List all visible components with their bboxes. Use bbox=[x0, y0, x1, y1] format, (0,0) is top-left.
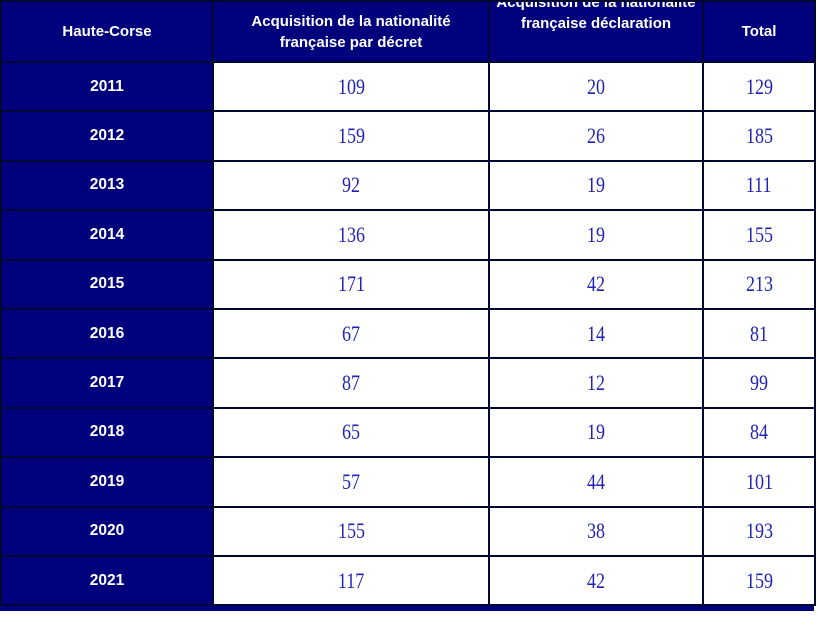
value-cell-total: 193 bbox=[702, 505, 816, 557]
value-cell-declaration: 14 bbox=[488, 307, 704, 360]
value-text: 159 bbox=[337, 123, 365, 149]
value-cell-total: 111 bbox=[702, 159, 816, 212]
value-text: 136 bbox=[337, 221, 365, 247]
value-cell-declaration: 44 bbox=[488, 456, 704, 508]
value-text: 111 bbox=[746, 172, 772, 198]
value-cell-decret: 109 bbox=[212, 60, 490, 113]
value-cell-declaration: 19 bbox=[488, 159, 704, 212]
value-text: 185 bbox=[745, 123, 773, 149]
value-cell-declaration: 38 bbox=[488, 505, 704, 557]
value-cell-declaration: 42 bbox=[488, 258, 704, 310]
value-text: 155 bbox=[745, 221, 773, 247]
table-row-2019: 2019 57 44 101 bbox=[0, 456, 816, 508]
value-cell-decret: 117 bbox=[212, 554, 490, 607]
value-text: 81 bbox=[749, 320, 769, 346]
value-text: 42 bbox=[586, 271, 606, 297]
value-cell-decret: 67 bbox=[212, 307, 490, 360]
value-cell-decret: 136 bbox=[212, 209, 490, 261]
value-text: 92 bbox=[341, 172, 361, 198]
table-row-2021: 2021 117 42 159 bbox=[0, 554, 816, 607]
value-text: 44 bbox=[586, 468, 606, 494]
column-header-total-label: Total bbox=[741, 23, 777, 40]
table-header-row: Haute-Corse Acquisition de la nationalit… bbox=[0, 0, 816, 63]
value-cell-declaration: 26 bbox=[488, 110, 704, 162]
value-cell-declaration: 19 bbox=[488, 209, 704, 261]
table-row-2014: 2014 136 19 155 bbox=[0, 209, 816, 261]
year-cell: 2021 bbox=[0, 554, 214, 607]
value-cell-decret: 57 bbox=[212, 456, 490, 508]
year-cell: 2016 bbox=[0, 307, 214, 360]
year-cell: 2019 bbox=[0, 456, 214, 508]
value-text: 38 bbox=[586, 518, 606, 544]
column-header-total: Total bbox=[702, 0, 816, 63]
table-row-2013: 2013 92 19 111 bbox=[0, 159, 816, 212]
value-cell-declaration: 12 bbox=[488, 357, 704, 409]
year-cell: 2011 bbox=[0, 60, 214, 113]
year-cell: 2020 bbox=[0, 505, 214, 557]
value-cell-decret: 65 bbox=[212, 406, 490, 459]
value-text: 65 bbox=[341, 419, 361, 445]
table-row-2018: 2018 65 19 84 bbox=[0, 406, 816, 459]
value-text: 67 bbox=[341, 320, 361, 346]
value-cell-total: 84 bbox=[702, 406, 816, 459]
value-cell-decret: 171 bbox=[212, 258, 490, 310]
year-cell: 2017 bbox=[0, 357, 214, 409]
value-cell-decret: 159 bbox=[212, 110, 490, 162]
value-cell-declaration: 19 bbox=[488, 406, 704, 459]
value-text: 213 bbox=[745, 271, 773, 297]
value-text: 171 bbox=[337, 271, 365, 297]
value-cell-total: 129 bbox=[702, 60, 816, 113]
value-text: 109 bbox=[337, 73, 365, 99]
table-row-2015: 2015 171 42 213 bbox=[0, 258, 816, 310]
value-text: 19 bbox=[586, 419, 606, 445]
value-text: 19 bbox=[586, 221, 606, 247]
value-text: 26 bbox=[586, 123, 606, 149]
value-text: 87 bbox=[341, 370, 361, 396]
value-cell-declaration: 20 bbox=[488, 60, 704, 113]
value-cell-total: 101 bbox=[702, 456, 816, 508]
value-text: 84 bbox=[749, 419, 769, 445]
corner-header-label: Haute-Corse bbox=[62, 23, 152, 40]
value-cell-total: 159 bbox=[702, 554, 816, 607]
value-cell-decret: 87 bbox=[212, 357, 490, 409]
value-cell-total: 213 bbox=[702, 258, 816, 310]
value-text: 12 bbox=[586, 370, 606, 396]
value-cell-total: 81 bbox=[702, 307, 816, 360]
year-cell: 2012 bbox=[0, 110, 214, 162]
corner-header-haute-corse: Haute-Corse bbox=[0, 0, 214, 63]
value-cell-total: 155 bbox=[702, 209, 816, 261]
value-text: 129 bbox=[745, 73, 773, 99]
value-cell-decret: 155 bbox=[212, 505, 490, 557]
table-row-2017: 2017 87 12 99 bbox=[0, 357, 816, 409]
year-cell: 2014 bbox=[0, 209, 214, 261]
value-text: 193 bbox=[745, 518, 773, 544]
value-text: 19 bbox=[586, 172, 606, 198]
column-header-declaration: Acquisition de la nationalité française … bbox=[488, 0, 704, 63]
value-text: 159 bbox=[745, 567, 773, 593]
column-header-declaration-label: Acquisition de la nationalité française … bbox=[496, 1, 696, 32]
table-row-2016: 2016 67 14 81 bbox=[0, 307, 816, 360]
naturalization-table: Haute-Corse Acquisition de la nationalit… bbox=[0, 0, 816, 607]
value-text: 20 bbox=[586, 73, 606, 99]
value-text: 14 bbox=[586, 320, 606, 346]
value-cell-decret: 92 bbox=[212, 159, 490, 212]
column-header-decret: Acquisition de la nationalité française … bbox=[212, 0, 490, 63]
value-cell-declaration: 42 bbox=[488, 554, 704, 607]
value-cell-total: 185 bbox=[702, 110, 816, 162]
value-cell-total: 99 bbox=[702, 357, 816, 409]
table-row-2011: 2011 109 20 129 bbox=[0, 60, 816, 113]
value-text: 42 bbox=[586, 567, 606, 593]
column-header-decret-label: Acquisition de la nationalité française … bbox=[251, 12, 451, 51]
year-cell: 2018 bbox=[0, 406, 214, 459]
table-row-2012: 2012 159 26 185 bbox=[0, 110, 816, 162]
table-row-2020: 2020 155 38 193 bbox=[0, 505, 816, 557]
year-cell: 2015 bbox=[0, 258, 214, 310]
value-text: 99 bbox=[749, 370, 769, 396]
value-text: 117 bbox=[337, 567, 365, 593]
value-text: 155 bbox=[337, 518, 365, 544]
value-text: 101 bbox=[745, 468, 773, 494]
next-row-partial bbox=[0, 606, 814, 612]
value-text: 57 bbox=[341, 468, 361, 494]
year-cell: 2013 bbox=[0, 159, 214, 212]
